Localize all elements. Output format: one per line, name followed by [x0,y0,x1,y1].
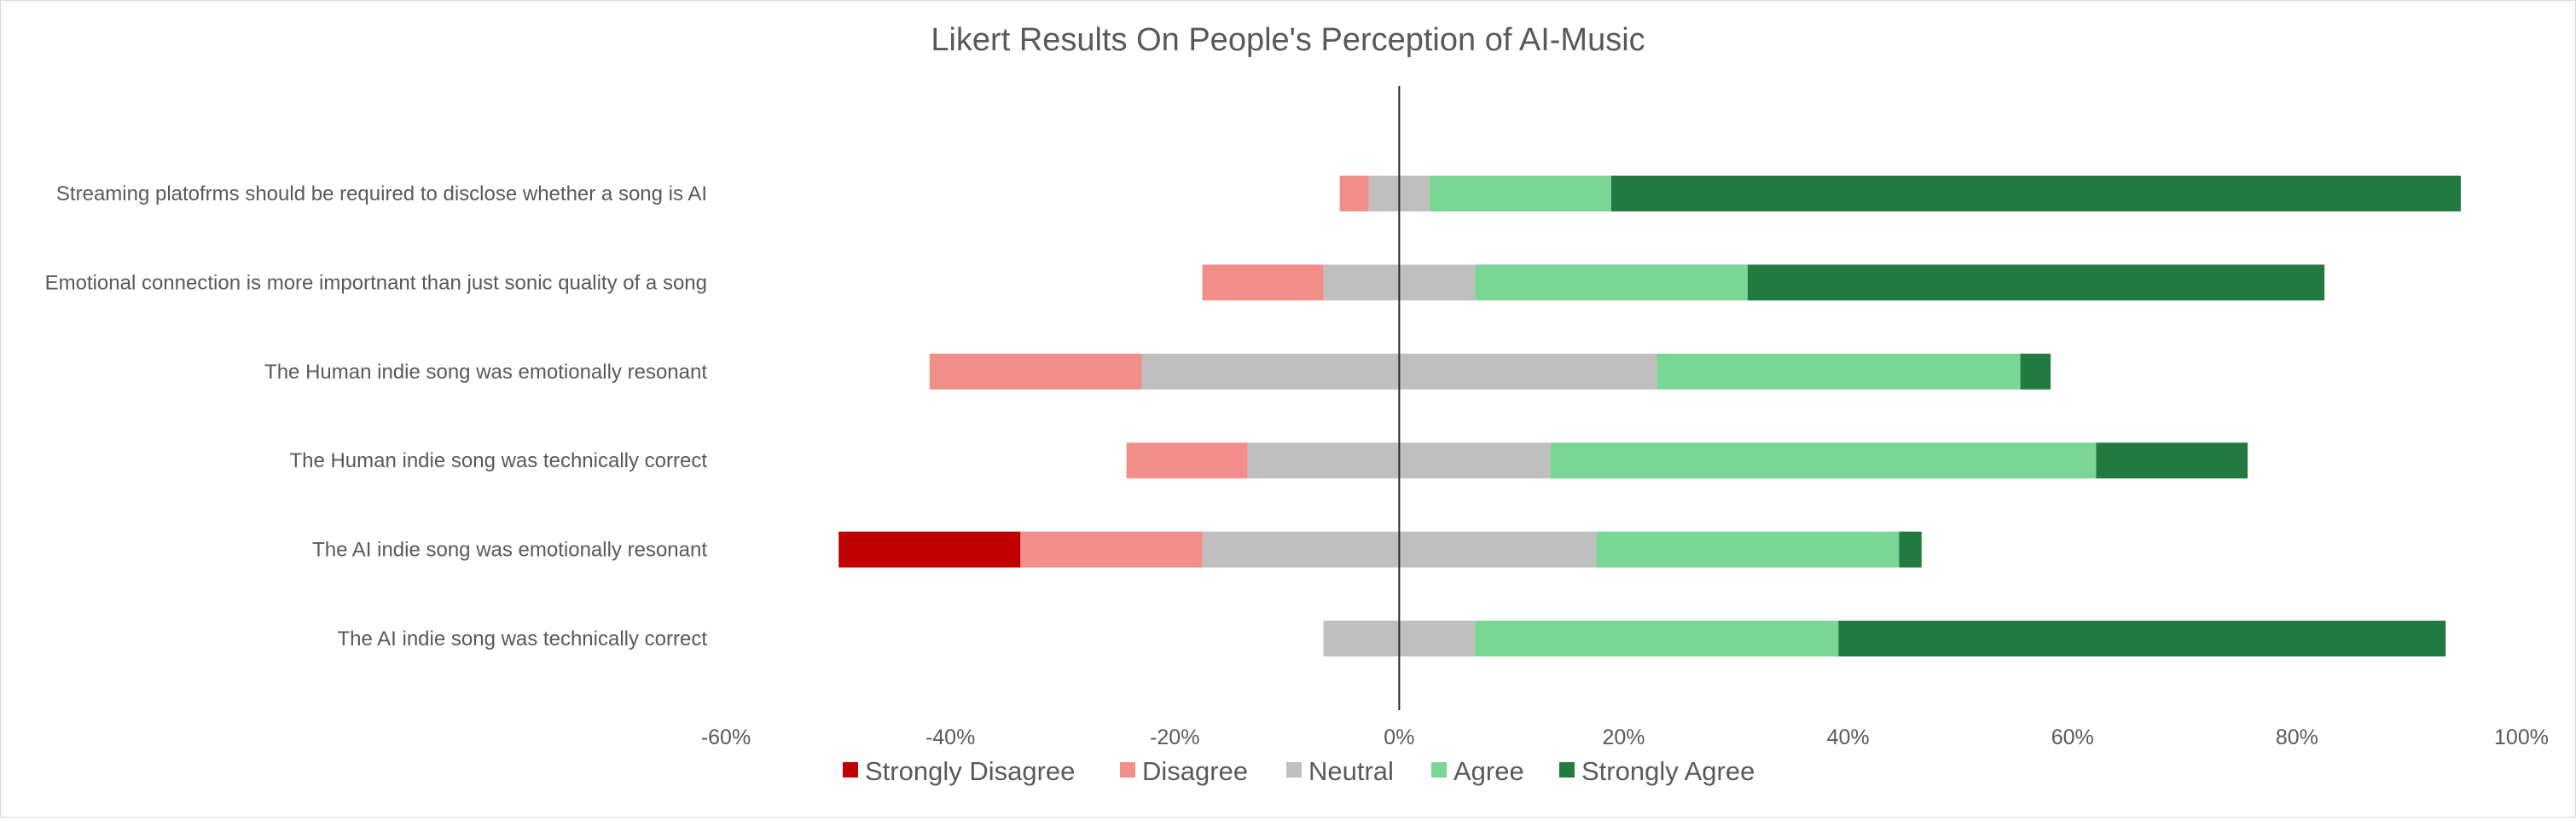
bar-agree-row-4 [1551,442,2097,479]
legend-label: Agree [1453,756,1524,786]
bar-disagree-row-2 [1202,264,1324,301]
bar-agree-row-6 [1475,621,1839,656]
legend-label: Neutral [1308,756,1394,786]
bar-strongly-agree-row-6 [1838,621,2446,656]
bar-disagree-row-1 [1339,176,1369,211]
category-label: Emotional connection is more importnant … [45,271,707,294]
x-axis-tick-labels: -60% -40% -20% 0% 20% 40% 60% 80% 100% [701,726,2549,749]
category-label: Streaming platofrms should be required t… [56,182,707,205]
legend-swatch [1431,762,1447,778]
legend-item-disagree: Disagree [1120,756,1248,786]
x-tick-label: 60% [2051,726,2094,749]
x-tick-label: 40% [1827,726,1870,749]
legend-swatch [1559,762,1575,778]
bar-agree-row-3 [1656,353,2021,390]
legend-item-strongly-disagree: Strongly Disagree [843,756,1075,786]
x-tick-label: -60% [701,726,751,749]
legend-label: Strongly Disagree [865,756,1075,786]
legend-label: Strongly Agree [1581,756,1755,786]
legend-swatch [1120,762,1135,778]
legend-label: Disagree [1142,756,1248,786]
legend: Strongly Disagree Disagree Neutral Agree Str… [843,756,1755,786]
legend-item-neutral: Neutral [1286,756,1394,786]
bar-disagree-row-5 [1020,531,1203,568]
x-tick-label: 80% [2276,726,2318,749]
category-label: The AI indie song was emotionally resona… [312,539,707,562]
bar-agree-row-5 [1596,531,1900,568]
bar-strongly-disagree-row-5 [838,531,1021,568]
bar-agree-row-1 [1429,176,1611,211]
bar-agree-row-2 [1475,264,1748,301]
bar-disagree-row-3 [929,353,1142,390]
bar-disagree-row-4 [1126,442,1248,479]
chart-title: Likert Results On People's Perception of… [931,22,1645,58]
x-tick-label: 20% [1602,726,1645,749]
bar-strongly-agree-row-5 [1899,531,1922,568]
x-tick-label: 0% [1384,726,1414,749]
category-label: The Human indie song was technically cor… [289,449,707,472]
bar-strongly-agree-row-2 [1747,264,2325,301]
legend-swatch [843,762,858,778]
category-label: The Human indie song was emotionally res… [264,361,707,384]
category-labels: Streaming platofrms should be required t… [45,182,708,650]
legend-item-strongly-agree: Strongly Agree [1559,756,1755,786]
category-label: The AI indie song was technically correc… [337,627,707,650]
bar-strongly-agree-row-3 [2020,353,2051,390]
x-tick-label: 100% [2494,726,2549,749]
x-tick-label: -20% [1150,726,1199,749]
bar-strongly-agree-row-1 [1611,176,2461,211]
legend-swatch [1286,762,1302,778]
x-tick-label: -40% [925,726,975,749]
legend-item-agree: Agree [1431,756,1524,786]
bar-strongly-agree-row-4 [2096,442,2248,479]
bars-group [838,176,2461,656]
